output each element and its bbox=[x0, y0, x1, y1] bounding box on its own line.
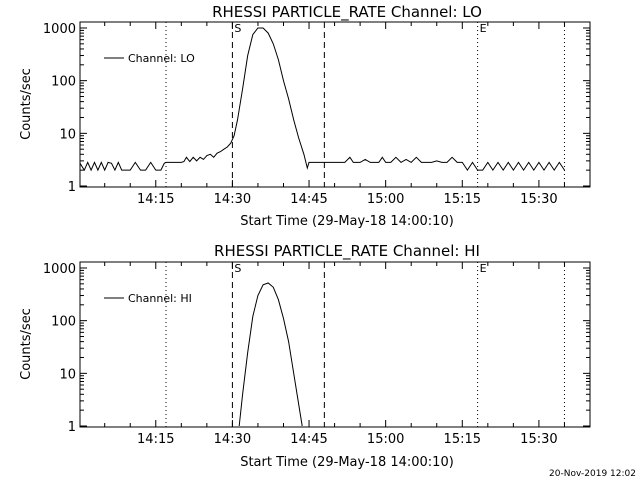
y-axis-label-hi: Counts/sec bbox=[19, 308, 34, 380]
y-tick-label: 1000 bbox=[43, 262, 76, 277]
x-axis-label-hi: Start Time (29-May-18 14:00:10) bbox=[240, 455, 454, 470]
plot-frame-hi bbox=[79, 261, 591, 428]
marks-lo: 1 10 100 1000 14:15 14:30 14:45 15:00 15:15 15:30… bbox=[43, 22, 590, 207]
series-line bbox=[79, 27, 565, 172]
x-tick-label: 15:30 bbox=[520, 432, 557, 447]
event-marker-label: S bbox=[234, 262, 241, 275]
event-marker-label: S bbox=[234, 22, 241, 35]
x-tick-label: 14:30 bbox=[214, 432, 251, 447]
y-tick-label: 100 bbox=[51, 315, 76, 330]
x-axis-label-lo: Start Time (29-May-18 14:00:10) bbox=[240, 214, 454, 229]
x-tick-label: 14:15 bbox=[137, 192, 174, 207]
legend-label-lo: Channel: LO bbox=[128, 52, 195, 65]
y-axis-label-lo: Counts/sec bbox=[19, 68, 34, 140]
legend-label-hi: Channel: HI bbox=[128, 292, 192, 305]
y-tick-label: 10 bbox=[59, 127, 76, 142]
event-marker-label: E bbox=[480, 22, 487, 35]
panel-hi: RHESSI PARTICLE_RATE Channel: HI 1101001… bbox=[19, 242, 591, 470]
x-tick-label: 14:15 bbox=[137, 432, 174, 447]
x-tick-label: 15:30 bbox=[520, 192, 557, 207]
chart-title-lo: RHESSI PARTICLE_RATE Channel: LO bbox=[212, 3, 482, 22]
marks-hi: 1 10 100 1000 14:15 14:30 14:45 15:00 15:15 15:30… bbox=[43, 262, 590, 447]
x-tick-label: 15:15 bbox=[444, 432, 481, 447]
event-marker-label: E bbox=[480, 262, 487, 275]
x-tick-label: 15:00 bbox=[367, 432, 404, 447]
x-tick-label: 15:15 bbox=[444, 192, 481, 207]
y-tick-label: 1 bbox=[68, 420, 76, 435]
y-tick-label: 100 bbox=[51, 75, 76, 90]
y-tick-label: 1000 bbox=[43, 22, 76, 37]
x-tick-label: 14:45 bbox=[290, 192, 327, 207]
series-line bbox=[238, 282, 303, 427]
x-tick-label: 14:30 bbox=[214, 192, 251, 207]
x-tick-label: 14:45 bbox=[290, 432, 327, 447]
y-tick-label: 1 bbox=[68, 180, 76, 195]
panel-lo: RHESSI PARTICLE_RATE Channel: LO 1101001… bbox=[19, 3, 591, 229]
y-tick-label: 10 bbox=[59, 367, 76, 382]
timestamp: 20-Nov-2019 12:02 bbox=[549, 469, 636, 479]
chart-title-hi: RHESSI PARTICLE_RATE Channel: HI bbox=[214, 242, 480, 261]
x-tick-label: 15:00 bbox=[367, 192, 404, 207]
